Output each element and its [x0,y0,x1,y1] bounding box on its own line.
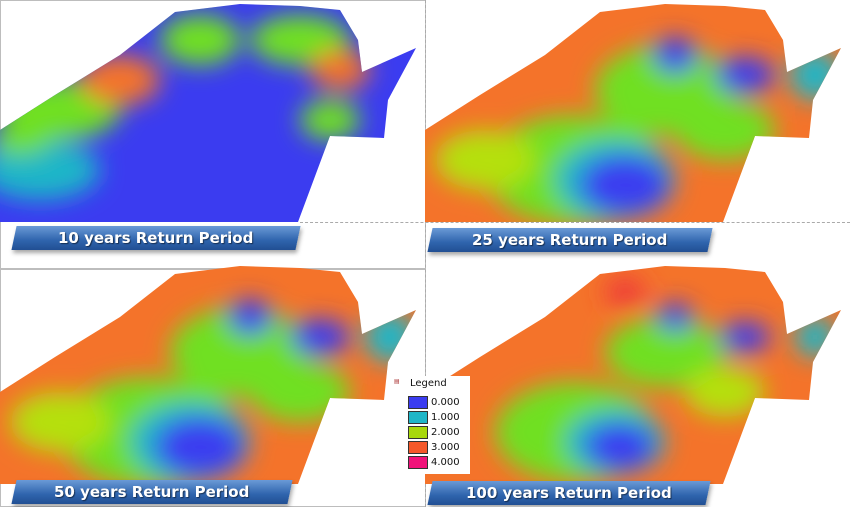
map-zone [0,125,50,155]
legend-swatch [408,426,428,439]
legend-title: Legend [410,378,447,389]
legend-item: 0.000 [408,396,460,409]
divider [300,222,850,223]
legend-item: 1.000 [408,411,460,424]
legend: ▤ Legend 0.000 1.000 2.000 3.000 4.000 [392,376,470,474]
legend-swatch [408,411,428,424]
panel-label-10yr: 10 years Return Period [11,226,301,250]
map-zone [605,317,725,387]
map-zone [720,322,770,352]
map-zone [585,423,655,471]
map-zone [675,100,775,160]
divider [425,0,426,507]
map-zone [160,15,240,65]
panel-label-100yr: 100 years Return Period [427,481,711,505]
legend-value: 0.000 [431,397,460,408]
map-zone [605,277,645,307]
map-zone [290,319,350,355]
map-zone [250,15,350,65]
map-zone [657,303,693,331]
legend-value: 1.000 [431,412,460,423]
legend-item: 4.000 [408,456,460,469]
map-zone [790,50,840,100]
map-zone [80,55,160,105]
map-zone [653,37,697,73]
legend-value: 3.000 [431,442,460,453]
map-zone [0,140,100,200]
legend-swatch [408,456,428,469]
map-zone [685,367,765,417]
panel-label-50yr: 50 years Return Period [11,480,293,504]
legend-item: 3.000 [408,441,460,454]
map-zone [795,317,835,357]
layer-icon: ▤ [394,378,400,385]
hazard-map [0,266,416,484]
map-zone [435,130,535,190]
map-zone [155,417,245,477]
map-zone [365,312,415,362]
legend-swatch [408,396,428,409]
legend-item: 2.000 [408,426,460,439]
hazard-map [425,266,841,484]
map-zone [228,299,272,335]
hazard-map [0,4,416,222]
legend-value: 4.000 [431,457,460,468]
panel-label-25yr: 25 years Return Period [427,228,713,252]
legend-value: 2.000 [431,427,460,438]
hazard-map [425,4,841,222]
map-zone [300,100,360,140]
map-zone [715,57,775,93]
map-zone [250,362,350,422]
legend-swatch [408,441,428,454]
map-zone [310,50,370,90]
map-zone [10,392,110,452]
map-zone [580,155,670,215]
